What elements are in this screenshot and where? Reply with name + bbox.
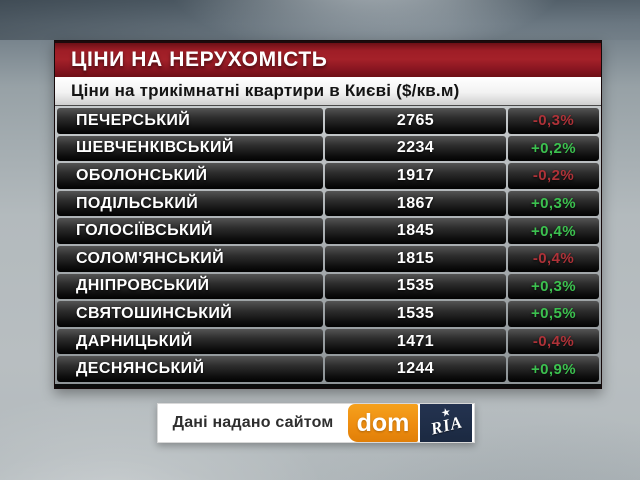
change-cell: -0,4% <box>508 328 599 355</box>
district-cell: ГОЛОСІЇВСЬКИЙ <box>57 218 323 244</box>
dom-logo: dom <box>348 404 418 442</box>
ria-logo-text: RIA <box>428 412 465 439</box>
panel-subtitle-bar: Ціни на трикімнатні квартири в Києві ($/… <box>55 77 601 106</box>
price-cell: 2765 <box>325 108 506 134</box>
price-cell: 2234 <box>325 135 506 162</box>
table-row: ДЕСНЯНСЬКИЙ 1244 +0,9% <box>57 356 599 382</box>
change-cell: -0,2% <box>508 163 599 189</box>
table-row: ДАРНИЦЬКИЙ 1471 -0,4% <box>57 328 599 355</box>
panel-title-bar: ЦІНИ НА НЕРУХОМІСТЬ <box>55 41 601 77</box>
change-cell: +0,3% <box>508 190 599 217</box>
price-cell: 1815 <box>325 245 506 272</box>
credit-label: Дані надано сайтом <box>172 414 334 431</box>
prices-panel: ЦІНИ НА НЕРУХОМІСТЬ Ціни на трикімнатні … <box>54 40 602 389</box>
price-cell: 1471 <box>325 328 506 355</box>
district-cell: ДАРНИЦЬКИЙ <box>57 328 323 355</box>
table-row: ПОДІЛЬСЬКИЙ 1867 +0,3% <box>57 190 599 217</box>
price-cell: 1244 <box>325 356 506 382</box>
price-cell: 1917 <box>325 163 506 189</box>
change-cell: -0,4% <box>508 245 599 272</box>
table-row: ОБОЛОНСЬКИЙ 1917 -0,2% <box>57 163 599 189</box>
ria-logo: ★ RIA <box>420 404 472 442</box>
price-cell: 1867 <box>325 190 506 217</box>
district-cell: ОБОЛОНСЬКИЙ <box>57 163 323 189</box>
table-row: ГОЛОСІЇВСЬКИЙ 1845 +0,4% <box>57 218 599 244</box>
change-cell: -0,3% <box>508 108 599 134</box>
credit-bar: Дані надано сайтом dom ★ RIA <box>157 403 475 443</box>
table-row: СВЯТОШИНСЬКИЙ 1535 +0,5% <box>57 301 599 327</box>
studio-background-top <box>0 0 640 40</box>
change-cell: +0,9% <box>508 356 599 382</box>
table-row: ПЕЧЕРСЬКИЙ 2765 -0,3% <box>57 108 599 134</box>
panel-title: ЦІНИ НА НЕРУХОМІСТЬ <box>71 48 328 71</box>
price-cell: 1535 <box>325 301 506 327</box>
prices-table: ПЕЧЕРСЬКИЙ 2765 -0,3% ШЕВЧЕНКІВСЬКИЙ 2234 +0,… <box>55 106 601 388</box>
district-cell: ПЕЧЕРСЬКИЙ <box>57 108 323 134</box>
panel-subtitle: Ціни на трикімнатні квартири в Києві ($/… <box>71 81 460 100</box>
district-cell: СОЛОМ'ЯНСЬКИЙ <box>57 245 323 272</box>
change-cell: +0,5% <box>508 301 599 327</box>
district-cell: ДЕСНЯНСЬКИЙ <box>57 356 323 382</box>
change-cell: +0,4% <box>508 218 599 244</box>
district-cell: СВЯТОШИНСЬКИЙ <box>57 301 323 327</box>
district-cell: ШЕВЧЕНКІВСЬКИЙ <box>57 135 323 162</box>
price-cell: 1845 <box>325 218 506 244</box>
table-row: ДНІПРОВСЬКИЙ 1535 +0,3% <box>57 273 599 300</box>
district-cell: ПОДІЛЬСЬКИЙ <box>57 190 323 217</box>
change-cell: +0,2% <box>508 135 599 162</box>
price-cell: 1535 <box>325 273 506 300</box>
change-cell: +0,3% <box>508 273 599 300</box>
table-row: ШЕВЧЕНКІВСЬКИЙ 2234 +0,2% <box>57 135 599 162</box>
district-cell: ДНІПРОВСЬКИЙ <box>57 273 323 300</box>
table-row: СОЛОМ'ЯНСЬКИЙ 1815 -0,4% <box>57 245 599 272</box>
